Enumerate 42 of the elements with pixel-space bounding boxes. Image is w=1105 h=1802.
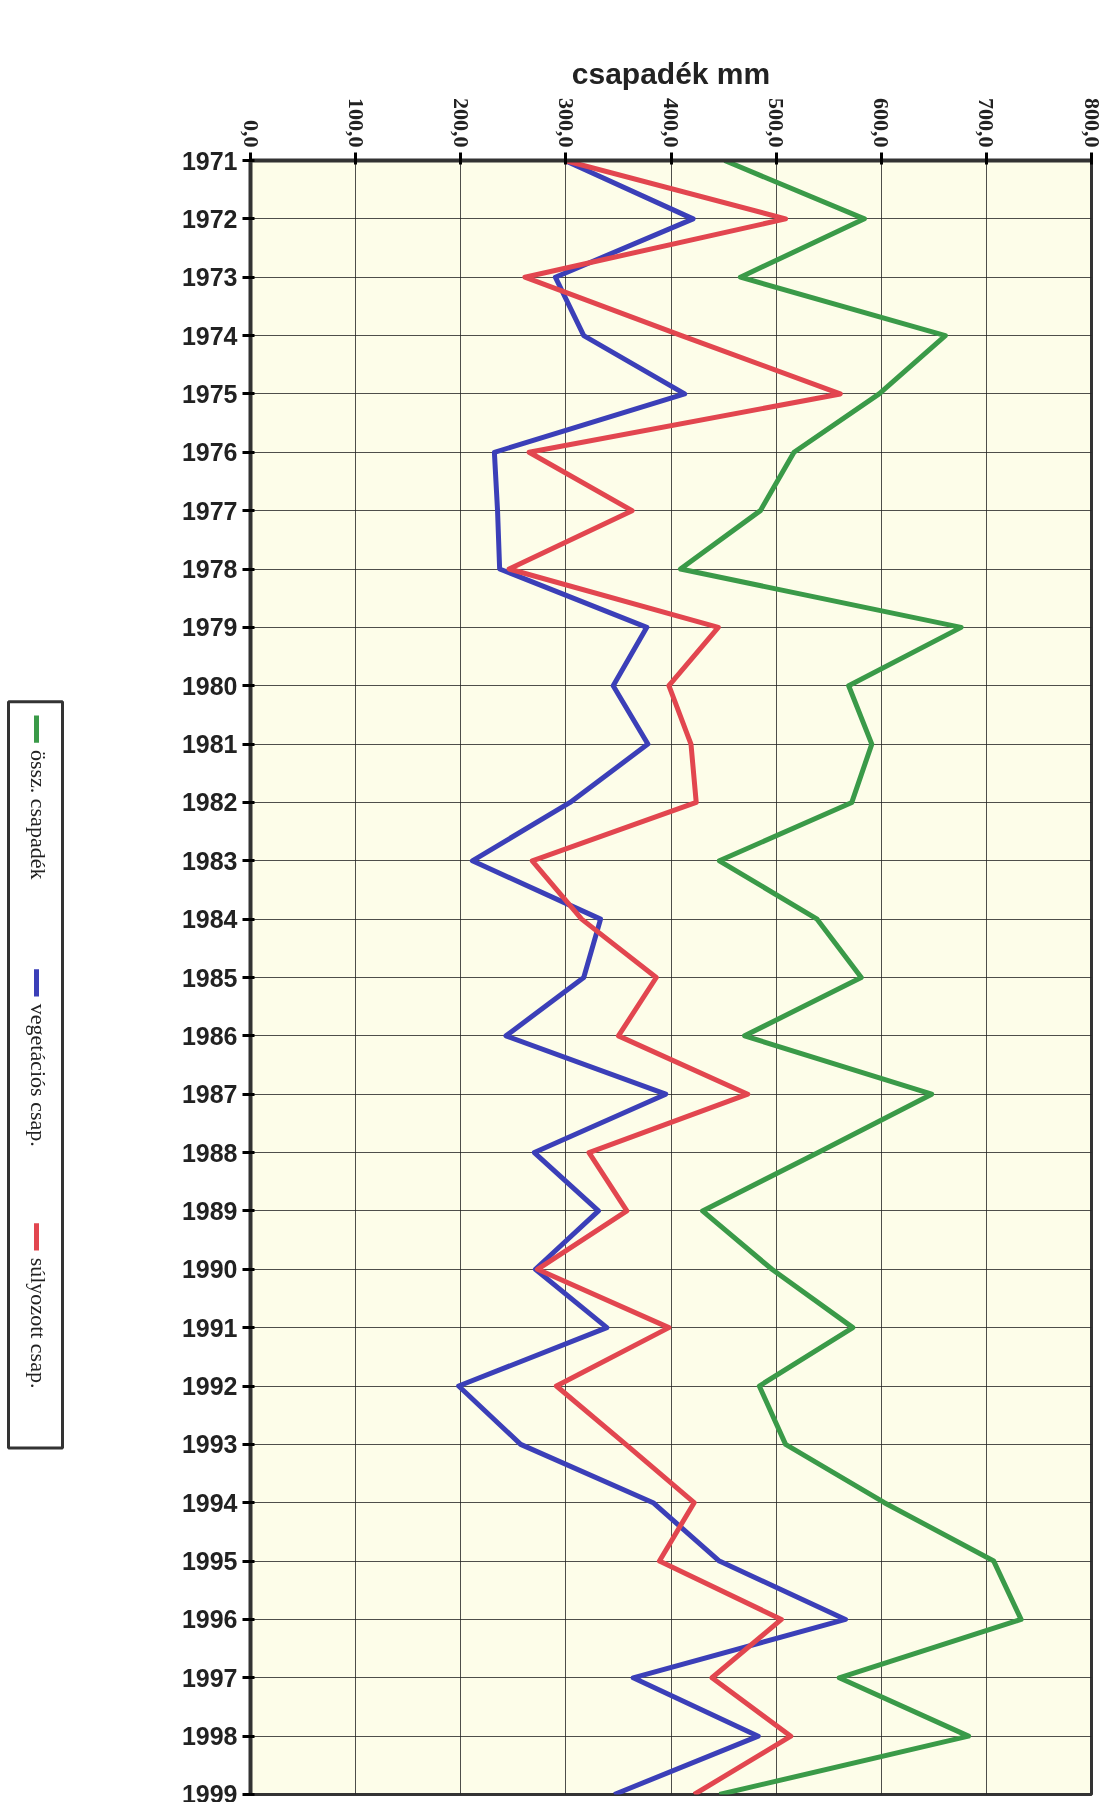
y-tick-label: 1976	[181, 438, 238, 467]
x-axis-title: csapadék mm	[571, 57, 771, 90]
y-tick-label: 1994	[181, 1488, 238, 1517]
y-tick-label: 1972	[181, 204, 238, 233]
y-tick-label: 1988	[181, 1138, 238, 1167]
x-tick-label: 400,0	[659, 98, 684, 148]
y-tick-label: 1999	[181, 1779, 238, 1802]
x-tick-label: 0,0	[238, 120, 264, 148]
y-tick-label: 1981	[181, 730, 238, 759]
y-tick-label: 1971	[181, 146, 238, 175]
y-tick-label: 1982	[181, 788, 238, 817]
legend-label: vegetációs csap.	[26, 1003, 51, 1147]
y-tick-label: 1996	[181, 1605, 238, 1634]
y-tick-label: 1977	[181, 496, 238, 525]
y-tick-label: 1980	[181, 671, 238, 700]
x-tick-label: 700,0	[974, 98, 1000, 148]
y-tick-label: 1991	[181, 1313, 238, 1342]
x-tick-label: 600,0	[869, 98, 895, 148]
x-tick-label: 200,0	[448, 98, 474, 148]
legend-label: súlyozott csap.	[26, 1257, 51, 1389]
y-tick-label: 1993	[181, 1430, 238, 1459]
y-tick-label: 1985	[181, 963, 238, 992]
y-tick-label: 1989	[181, 1196, 238, 1225]
x-tick-label: 100,0	[343, 98, 369, 148]
x-tick-label: 800,0	[1079, 98, 1105, 148]
y-tick-label: 1992	[181, 1372, 238, 1400]
y-tick-label: 1990	[181, 1255, 238, 1284]
y-tick-label: 1974	[181, 321, 238, 350]
x-tick-label: 500,0	[764, 98, 790, 148]
y-tick-label: 1979	[181, 613, 238, 642]
y-tick-label: 1983	[181, 846, 238, 875]
y-tick-label: 1975	[181, 379, 238, 408]
legend-label: össz. csapadék	[26, 749, 51, 880]
y-tick-label: 1995	[181, 1547, 238, 1576]
y-tick-label: 1987	[181, 1080, 238, 1109]
y-tick-label: 1978	[181, 555, 238, 583]
y-tick-label: 1984	[181, 905, 238, 934]
x-tick-label: 300,0	[553, 98, 579, 148]
y-tick-label: 1997	[181, 1663, 238, 1692]
y-tick-label: 1973	[181, 263, 238, 292]
y-tick-label: 1986	[181, 1021, 238, 1050]
y-tick-label: 1998	[181, 1722, 238, 1751]
